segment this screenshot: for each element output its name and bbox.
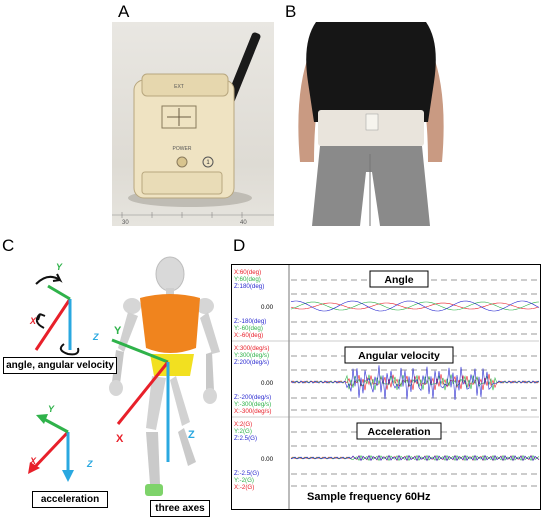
zero-label: 0.00 bbox=[261, 380, 274, 387]
body-y-label: Y bbox=[114, 325, 122, 337]
signal-trace-z bbox=[290, 300, 540, 312]
ruler-mark-30: 30 bbox=[122, 220, 129, 226]
signal-plot: X:60(deg)Y:60(deg)Z:180(deg) 0.00 Z:-180(d… bbox=[231, 264, 541, 510]
range-label-bottom: X:-2(G) bbox=[234, 484, 254, 491]
signal-trace-z bbox=[290, 365, 540, 401]
section-title: Acceleration bbox=[367, 426, 430, 438]
range-label-top: X:60(deg) bbox=[234, 269, 261, 276]
panel-letter-a: A bbox=[118, 2, 130, 21]
signal-trace-y bbox=[290, 301, 540, 311]
panel-letter-c: C bbox=[2, 236, 15, 255]
range-label-bottom: Z:-180(deg) bbox=[234, 318, 266, 325]
gyro-x-label: X bbox=[29, 316, 37, 326]
zero-label: 0.00 bbox=[261, 304, 274, 311]
gyro-caption: angle, angular velocity bbox=[3, 357, 117, 374]
range-label-top: X:2(G) bbox=[234, 421, 252, 428]
axes-diagram: Y X Z Y X Z Y bbox=[28, 256, 220, 496]
panel-letter-d: D bbox=[233, 236, 246, 255]
gyro-axes-group: Y X Z bbox=[29, 262, 99, 356]
acc-z-label: Z bbox=[86, 459, 93, 469]
range-label-bottom: Z:-2.5(G) bbox=[234, 470, 259, 477]
range-label-top: Y:2(G) bbox=[234, 428, 252, 435]
body-axes-group: Y X Z bbox=[111, 325, 195, 462]
plot-section-0: X:60(deg)Y:60(deg)Z:180(deg) 0.00 Z:-180(d… bbox=[234, 269, 540, 339]
gyro-y-axis bbox=[47, 284, 71, 301]
rotation-arrow-icon bbox=[35, 313, 46, 329]
torso bbox=[140, 294, 200, 353]
acc-y-label: Y bbox=[48, 404, 55, 414]
section-title: Angular velocity bbox=[358, 350, 440, 362]
range-label-top: Y:60(deg) bbox=[234, 276, 261, 283]
device-label-ext: EXT bbox=[174, 84, 184, 90]
gyro-y-label: Y bbox=[56, 262, 63, 272]
acc-x-label: X bbox=[29, 456, 37, 466]
gyro-x-axis bbox=[34, 298, 72, 351]
range-label-top: Z:2.5(G) bbox=[234, 435, 257, 442]
rotation-arrow-icon bbox=[35, 273, 63, 285]
range-label-bottom: Y:-60(deg) bbox=[234, 325, 263, 332]
range-label-top: Y:300(deg/s) bbox=[234, 352, 269, 359]
panel-letter-b: B bbox=[285, 2, 297, 21]
signal-trace-y bbox=[290, 454, 540, 462]
plot-section-2: X:2(G)Y:2(G)Z:2.5(G) 0.00Z:-2.5(G)Y:-2(G)… bbox=[232, 416, 540, 491]
device-label-power: POWER bbox=[173, 146, 192, 152]
plot-section-1: X:300(deg/s)Y:300(deg/s)Z:200(deg/s) 0.00… bbox=[232, 340, 540, 415]
body-model bbox=[109, 256, 220, 496]
range-label-top: Z:180(deg) bbox=[234, 283, 264, 290]
body-z-label: Z bbox=[188, 429, 195, 441]
range-label-bottom: X:-60(deg) bbox=[234, 332, 263, 339]
ruler-mark-40: 40 bbox=[240, 220, 247, 226]
acc-axes-group: Y X Z bbox=[28, 404, 93, 482]
signal-trace-z bbox=[290, 454, 540, 462]
sample-frequency-label: Sample frequency 60Hz bbox=[307, 491, 431, 503]
body-caption: three axes bbox=[150, 500, 210, 517]
range-label-bottom: Y:-300(deg/s) bbox=[234, 401, 271, 408]
range-label-top: X:300(deg/s) bbox=[234, 345, 269, 352]
range-label-bottom: X:-300(deg/s) bbox=[234, 408, 272, 415]
zero-label: 0.00 bbox=[261, 456, 274, 463]
acc-caption: acceleration bbox=[32, 491, 108, 508]
range-label-bottom: Y:-2(G) bbox=[234, 477, 254, 484]
rotation-arrow-icon bbox=[59, 343, 80, 356]
section-title-box bbox=[356, 422, 442, 440]
body-x-label: X bbox=[116, 433, 124, 445]
device-label-number: 1 bbox=[206, 160, 210, 166]
section-title-box bbox=[344, 346, 454, 364]
gyro-z-label: Z bbox=[92, 332, 99, 342]
range-label-top: Z:200(deg/s) bbox=[234, 359, 269, 366]
sensor-device-photo: EXT POWER 1 30 40 bbox=[112, 22, 274, 226]
range-label-bottom: Z:-200(deg/s) bbox=[234, 394, 271, 401]
section-title: Angle bbox=[384, 274, 413, 286]
section-title-box bbox=[369, 270, 429, 288]
signal-trace-x bbox=[290, 302, 540, 310]
subject-belt-photo bbox=[280, 22, 462, 226]
